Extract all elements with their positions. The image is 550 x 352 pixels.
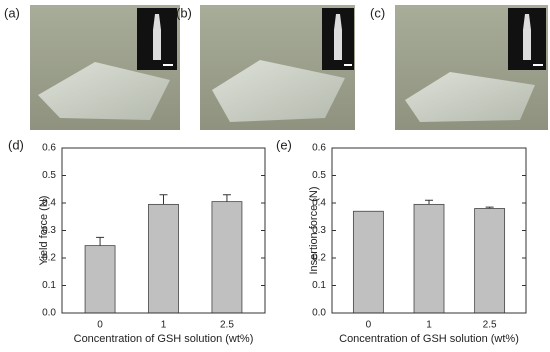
y-tick-label: 0.0 bbox=[312, 308, 326, 319]
y-tick-label: 0.2 bbox=[312, 253, 326, 264]
bar bbox=[352, 210, 384, 314]
panel-label: (d) bbox=[8, 137, 24, 152]
x-tick-label: 1 bbox=[426, 320, 432, 331]
photo-c bbox=[395, 5, 548, 130]
y-tick-label: 0.4 bbox=[42, 198, 56, 209]
x-tick-label: 2.5 bbox=[483, 320, 497, 331]
x-axis-label: Concentration of GSH solution (wt%) bbox=[74, 333, 254, 345]
x-tick-label: 0 bbox=[97, 320, 103, 331]
x-tick-label: 2.5 bbox=[220, 320, 234, 331]
y-tick-label: 0.2 bbox=[42, 253, 56, 264]
panel-label: (a) bbox=[4, 5, 20, 20]
bar bbox=[148, 203, 179, 314]
plot-frame bbox=[61, 147, 266, 314]
bar bbox=[84, 245, 116, 314]
bar bbox=[413, 203, 445, 314]
x-axis-label: Concentration of GSH solution (wt%) bbox=[339, 333, 519, 345]
y-tick-label: 0.1 bbox=[312, 280, 326, 291]
x-tick-label: 1 bbox=[161, 320, 167, 331]
y-tick-label: 0.3 bbox=[312, 225, 326, 236]
y-tick-label: 0.1 bbox=[42, 280, 56, 291]
y-tick-label: 0.5 bbox=[42, 170, 56, 181]
y-axis-label: Insertion force (N) bbox=[308, 186, 320, 274]
panel-label: (e) bbox=[276, 137, 292, 152]
panel-label: (c) bbox=[370, 5, 385, 20]
y-tick-label: 0.4 bbox=[312, 198, 326, 209]
y-tick-label: 0.6 bbox=[312, 143, 326, 154]
y-tick-label: 0.0 bbox=[42, 308, 56, 319]
photo-a bbox=[30, 5, 180, 130]
bar bbox=[474, 208, 506, 314]
y-tick-label: 0.6 bbox=[42, 143, 56, 154]
panel-label: (b) bbox=[176, 5, 192, 20]
photo-b bbox=[200, 5, 355, 130]
y-tick-label: 0.3 bbox=[42, 225, 56, 236]
y-tick-label: 0.5 bbox=[312, 170, 326, 181]
plot-frame bbox=[331, 147, 527, 314]
bar bbox=[211, 201, 243, 314]
y-axis-label: Yield force (N) bbox=[38, 196, 50, 266]
x-tick-label: 0 bbox=[366, 320, 372, 331]
